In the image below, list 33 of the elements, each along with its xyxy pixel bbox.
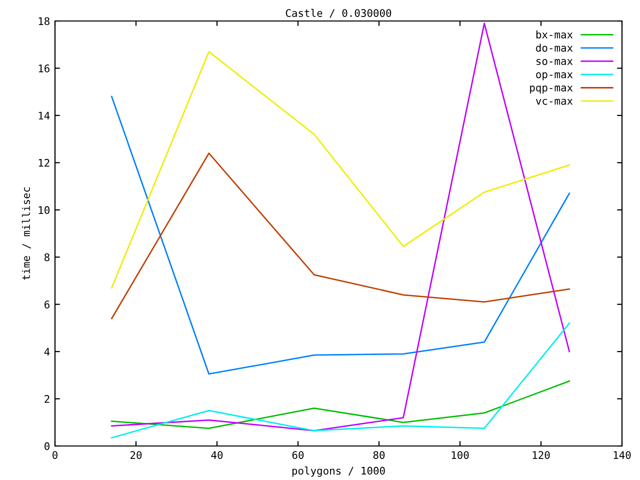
x-tick-label: 80 bbox=[373, 451, 385, 459]
y-tick-label: 8 bbox=[44, 253, 50, 262]
line-series bbox=[111, 380, 570, 429]
x-tick-label: 40 bbox=[211, 451, 223, 459]
line-series bbox=[111, 152, 570, 320]
x-axis-title: polygons / 1000 bbox=[292, 466, 385, 477]
x-tick-label: 100 bbox=[452, 451, 469, 459]
legend-label: bx-max bbox=[536, 30, 573, 38]
y-tick-label: 16 bbox=[38, 64, 50, 72]
y-tick-label: 14 bbox=[38, 112, 50, 120]
legend-label: do-max bbox=[536, 44, 573, 52]
y-tick-label: 2 bbox=[44, 395, 50, 403]
x-tick-label: 120 bbox=[532, 451, 550, 459]
legend-label: so-max bbox=[536, 59, 573, 66]
x-tick-label: 0 bbox=[52, 451, 58, 459]
y-tick-label: 4 bbox=[44, 348, 50, 356]
y-tick-label: 6 bbox=[44, 300, 50, 308]
legend-label: op-max bbox=[536, 72, 573, 80]
y-tick-label: 0 bbox=[44, 442, 50, 450]
line-series bbox=[111, 96, 570, 375]
y-tick-label: 10 bbox=[38, 206, 50, 214]
y-axis-title: time / millisec bbox=[22, 187, 31, 280]
x-tick-label: 60 bbox=[292, 451, 304, 459]
y-tick-label: 12 bbox=[38, 158, 50, 167]
line-series bbox=[111, 22, 570, 432]
legend-label: vc-max bbox=[536, 98, 573, 105]
x-tick-label: 20 bbox=[130, 451, 142, 459]
legend-label: pqp-max bbox=[530, 86, 573, 94]
y-tick-label: 18 bbox=[38, 17, 50, 26]
x-tick-label: 140 bbox=[614, 451, 631, 459]
line-series bbox=[111, 322, 570, 438]
chart-title: Castle / 0.030000 bbox=[286, 8, 392, 18]
line-series bbox=[111, 51, 570, 288]
